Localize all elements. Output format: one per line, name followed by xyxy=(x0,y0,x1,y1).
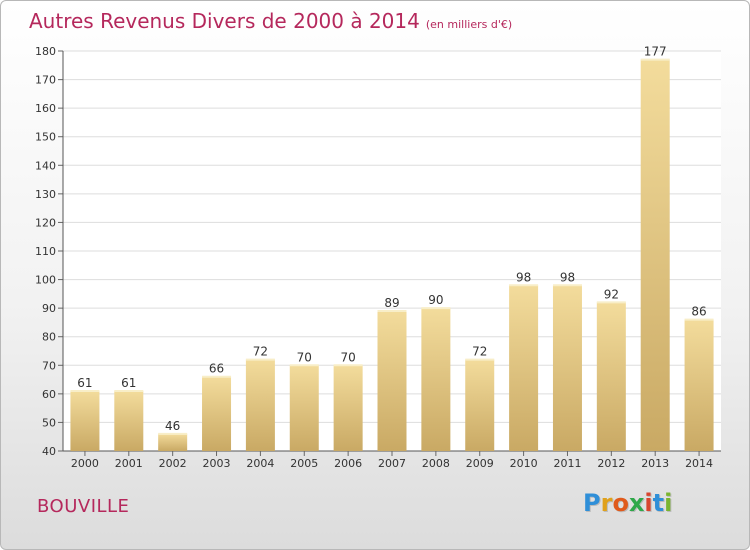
x-tick-label: 2004 xyxy=(246,457,274,470)
bar-value-label: 72 xyxy=(472,345,487,359)
logo-letter: i xyxy=(664,489,673,517)
y-tick-label: 80 xyxy=(42,331,56,344)
bar xyxy=(552,285,582,451)
bar-value-label: 177 xyxy=(644,45,667,59)
x-tick-label: 2005 xyxy=(290,457,318,470)
y-tick-label: 120 xyxy=(35,216,56,229)
bar-value-label: 46 xyxy=(165,419,180,433)
bar-value-label: 89 xyxy=(384,296,399,310)
x-tick-label: 2013 xyxy=(641,457,669,470)
bar-value-label: 98 xyxy=(516,270,531,284)
proxiti-logo: Proxiti xyxy=(583,489,672,517)
x-tick-label: 2002 xyxy=(159,457,187,470)
bar-value-label: 66 xyxy=(209,362,224,376)
place-name: BOUVILLE xyxy=(37,496,130,517)
x-tick-label: 2009 xyxy=(466,457,494,470)
x-tick-label: 2000 xyxy=(71,457,99,470)
x-tick-label: 2012 xyxy=(597,457,625,470)
logo-letter: P xyxy=(583,489,601,517)
y-tick-label: 110 xyxy=(35,245,56,258)
bar-value-label: 70 xyxy=(297,350,312,364)
chart-title-text: Autres Revenus Divers de 2000 à 2014 xyxy=(29,9,420,33)
y-tick-label: 140 xyxy=(35,159,56,172)
logo-letter: t xyxy=(652,489,665,517)
y-tick-label: 130 xyxy=(35,188,56,201)
logo-letter: r xyxy=(600,489,613,517)
bar xyxy=(509,285,539,451)
bar xyxy=(114,391,144,451)
bar-value-label: 72 xyxy=(253,345,268,359)
x-tick-label: 2008 xyxy=(422,457,450,470)
bar xyxy=(158,433,188,451)
x-tick-label: 2014 xyxy=(685,457,713,470)
x-tick-label: 2011 xyxy=(553,457,581,470)
chart-unit: (en milliers d'€) xyxy=(425,18,513,31)
bar-value-label: 86 xyxy=(691,305,706,319)
y-tick-label: 160 xyxy=(35,102,56,115)
bar-value-label: 98 xyxy=(560,270,575,284)
bar-value-label: 61 xyxy=(121,376,136,390)
y-tick-label: 70 xyxy=(42,359,56,372)
bar xyxy=(70,391,100,451)
y-tick-label: 170 xyxy=(35,74,56,87)
x-tick-label: 2007 xyxy=(378,457,406,470)
bar xyxy=(333,365,363,451)
y-tick-label: 90 xyxy=(42,302,56,315)
bar xyxy=(596,302,626,451)
bar-value-label: 61 xyxy=(77,376,92,390)
bar xyxy=(421,308,451,451)
y-tick-label: 50 xyxy=(42,416,56,429)
chart-title: Autres Revenus Divers de 2000 à 2014 (en … xyxy=(29,9,512,33)
y-tick-label: 40 xyxy=(42,445,56,458)
bar-value-label: 92 xyxy=(604,287,619,301)
bar xyxy=(684,319,714,451)
y-tick-label: 60 xyxy=(42,388,56,401)
bar xyxy=(640,59,670,451)
x-tick-label: 2010 xyxy=(510,457,538,470)
y-tick-label: 100 xyxy=(35,274,56,287)
bar xyxy=(289,365,319,451)
x-tick-label: 2006 xyxy=(334,457,362,470)
bar xyxy=(377,311,407,451)
bar xyxy=(245,359,275,451)
bar xyxy=(465,359,495,451)
logo-letter: i xyxy=(644,489,653,517)
bar xyxy=(202,376,232,451)
logo-letter: x xyxy=(628,489,645,517)
y-tick-label: 180 xyxy=(35,45,56,58)
logo-letter: o xyxy=(612,489,629,517)
x-tick-label: 2001 xyxy=(115,457,143,470)
x-tick-label: 2003 xyxy=(203,457,231,470)
y-tick-label: 150 xyxy=(35,131,56,144)
bar-value-label: 70 xyxy=(340,350,355,364)
bar-value-label: 90 xyxy=(428,293,443,307)
